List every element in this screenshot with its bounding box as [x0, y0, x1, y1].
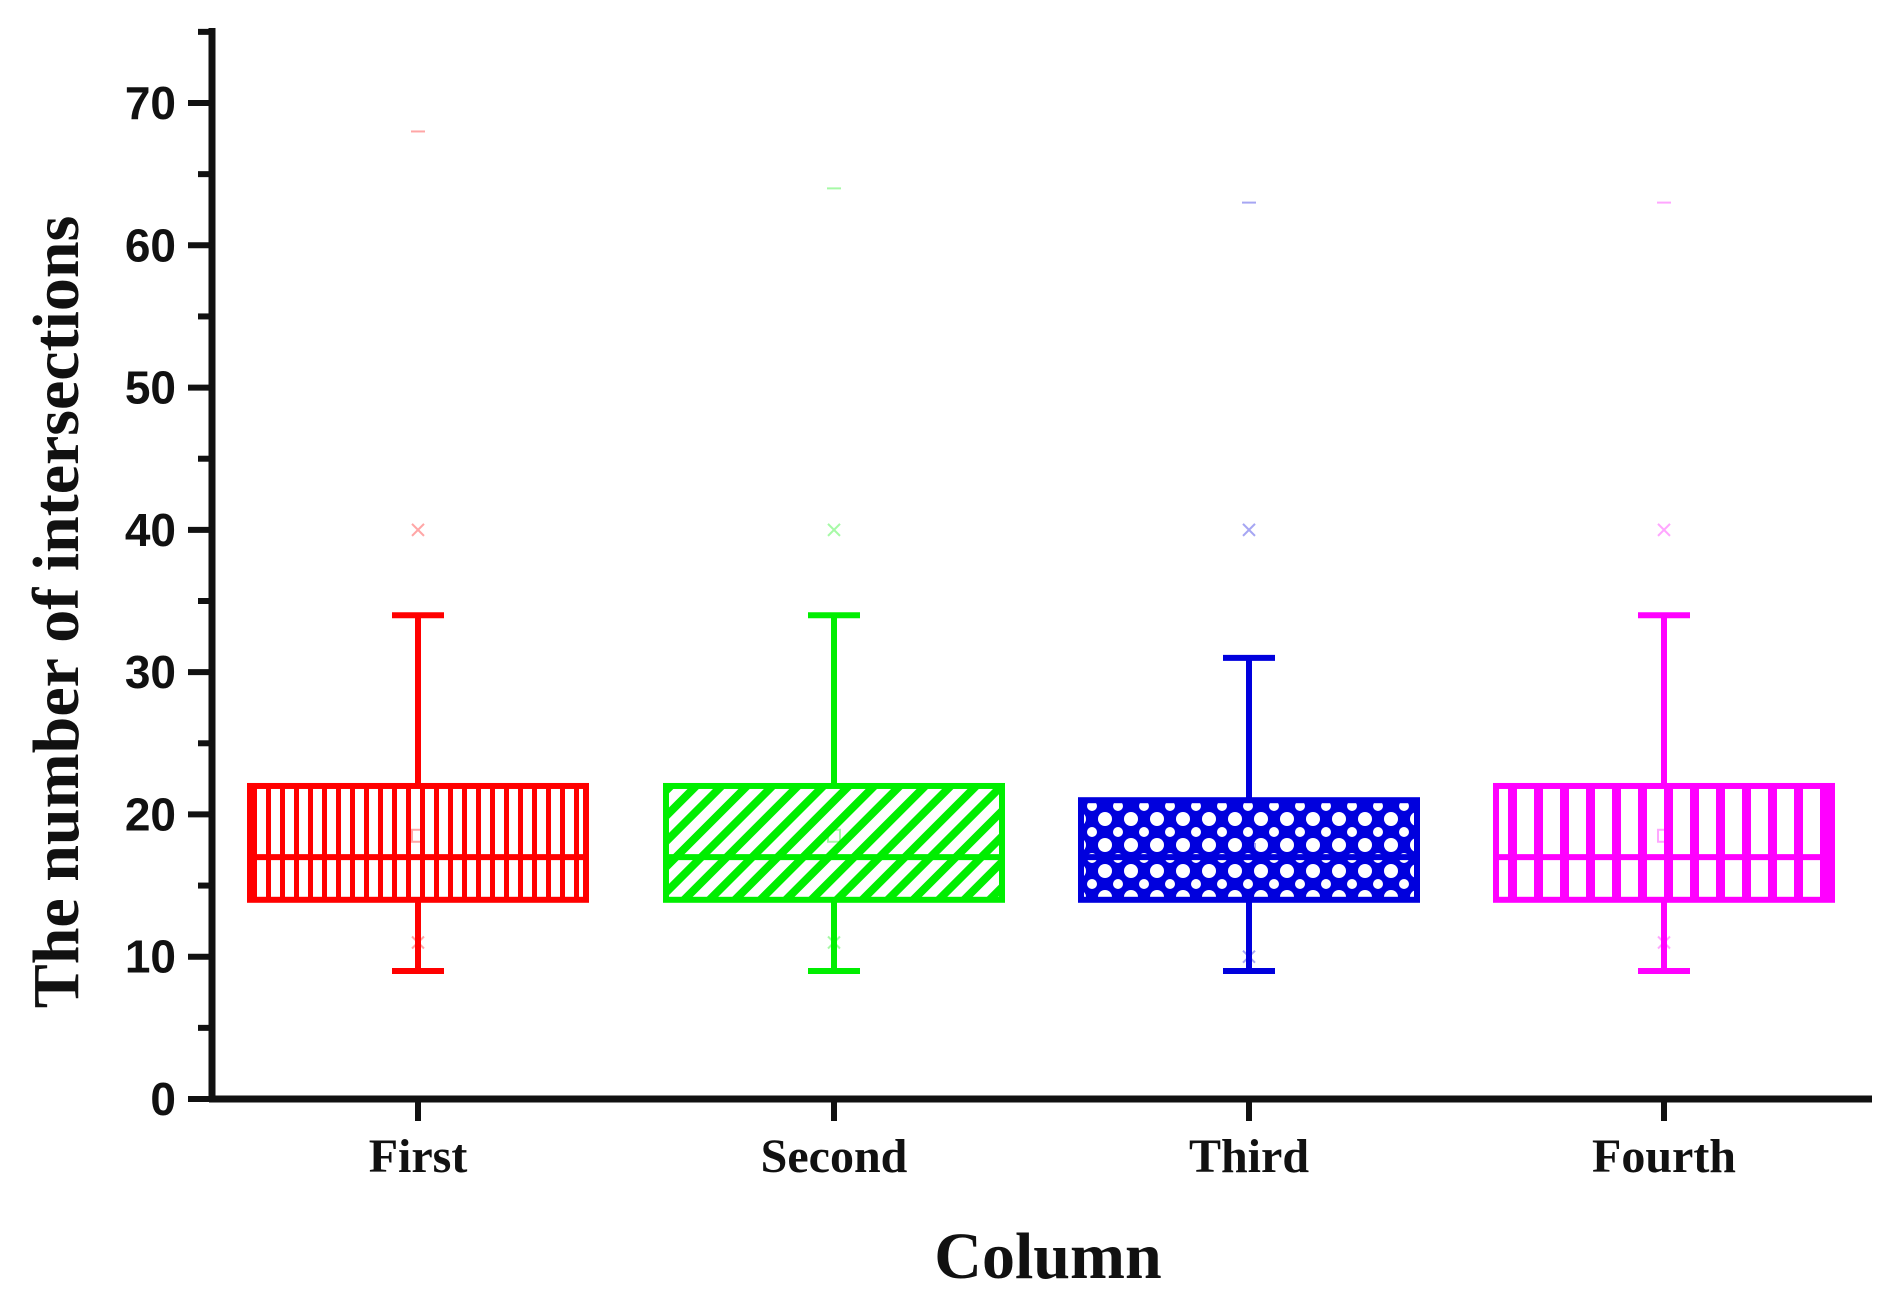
mean-marker — [411, 828, 425, 843]
x-ticks: First Second Third Fourth — [369, 1099, 1736, 1183]
y-tick-label: 10 — [125, 931, 176, 983]
box-first — [247, 130, 589, 974]
x-tick-label: Second — [761, 1130, 908, 1183]
y-tick-label: 60 — [125, 219, 176, 271]
y-tick-label: 40 — [125, 504, 176, 556]
box-body — [247, 782, 589, 903]
mean-marker — [827, 828, 841, 843]
box-second — [663, 187, 1005, 974]
p1-marker — [827, 935, 841, 950]
p1-marker — [411, 935, 425, 950]
p99-marker — [1242, 523, 1256, 537]
y-tick-label: 30 — [125, 646, 176, 698]
x-axis-title: Column — [934, 1220, 1161, 1293]
box-body — [663, 782, 1005, 903]
p1-marker — [1242, 950, 1256, 964]
y-tick-label: 70 — [125, 77, 176, 129]
y-tick-label: 0 — [150, 1073, 176, 1125]
p99-marker — [411, 523, 425, 537]
box-fourth — [1493, 201, 1835, 974]
x-tick-label: First — [369, 1130, 468, 1183]
box-body — [1078, 797, 1420, 903]
y-axis-title: The number of intersections — [20, 216, 93, 1009]
p99-marker — [1657, 523, 1671, 537]
y-ticks: 0 10 20 30 40 50 60 70 — [125, 28, 212, 1125]
boxes-layer — [247, 130, 1835, 974]
p99-marker — [827, 523, 841, 537]
x-tick-label: Third — [1189, 1130, 1309, 1183]
p1-marker — [1657, 935, 1671, 950]
axes-layer — [208, 28, 1872, 1103]
mean-marker — [1242, 843, 1256, 857]
y-tick-label: 50 — [125, 362, 176, 414]
y-tick-label: 20 — [125, 788, 176, 840]
box-body — [1493, 782, 1835, 903]
mean-marker — [1657, 828, 1671, 843]
box-third — [1078, 201, 1420, 974]
x-tick-label: Fourth — [1592, 1130, 1736, 1183]
